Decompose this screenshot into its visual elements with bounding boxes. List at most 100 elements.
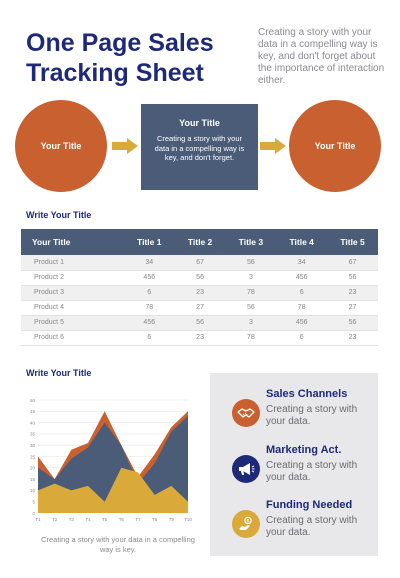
table-cell: 456 bbox=[123, 315, 175, 331]
column-header: Title 5 bbox=[327, 229, 378, 255]
center-box: Your Title Creating a story with your da… bbox=[141, 104, 258, 190]
intro-text: Creating a story with your data in a com… bbox=[258, 27, 385, 86]
table-cell: 56 bbox=[225, 300, 277, 316]
table-cell: 56 bbox=[174, 270, 226, 286]
x-tick-label: T8 bbox=[152, 517, 158, 522]
y-tick-label: 5 bbox=[32, 500, 35, 505]
x-tick-label: T2 bbox=[52, 517, 58, 522]
x-tick-label: T1 bbox=[35, 517, 41, 522]
y-tick-label: 10 bbox=[30, 488, 36, 493]
chart-caption: Creating a story with your data in a com… bbox=[41, 535, 195, 554]
x-tick-label: T5 bbox=[102, 517, 108, 522]
table-cell: 56 bbox=[225, 255, 277, 271]
table-row: Product 4 78 27 56 78 27 bbox=[21, 300, 378, 316]
x-tick-label: T7 bbox=[135, 517, 141, 522]
y-tick-label: 20 bbox=[30, 466, 36, 471]
table-cell: 78 bbox=[123, 300, 175, 316]
table-cell: 456 bbox=[276, 270, 328, 286]
table-cell: 27 bbox=[327, 300, 378, 316]
table-cell: 78 bbox=[225, 285, 277, 301]
table-cell: 56 bbox=[327, 270, 378, 286]
table-cell: 23 bbox=[327, 285, 378, 301]
table-cell: 34 bbox=[276, 255, 328, 271]
feature-text: Creating a story with your data. bbox=[266, 460, 358, 483]
table-cell: 23 bbox=[174, 285, 226, 301]
table-cell: 67 bbox=[174, 255, 226, 271]
svg-text:$: $ bbox=[246, 519, 249, 525]
handshake-icon bbox=[232, 399, 260, 427]
right-circle: Your Title bbox=[289, 100, 381, 192]
table-cell: 67 bbox=[327, 255, 378, 271]
sales-table: Your Title Title 1 Title 2 Title 3 Title… bbox=[21, 229, 378, 346]
table-row: Product 2 456 56 3 456 56 bbox=[21, 270, 378, 286]
table-cell: 3 bbox=[225, 315, 277, 331]
table-cell: Product 1 bbox=[21, 255, 124, 271]
table-row: Product 6 6 23 78 6 23 bbox=[21, 330, 378, 346]
table-cell: 56 bbox=[327, 315, 378, 331]
table-cell: 456 bbox=[276, 315, 328, 331]
table-cell: 3 bbox=[225, 270, 277, 286]
left-circle: Your Title bbox=[15, 100, 107, 192]
table-cell: Product 6 bbox=[21, 330, 124, 346]
feature-text: Creating a story with your data. bbox=[266, 404, 358, 427]
table-cell: 78 bbox=[225, 330, 277, 346]
area-chart-svg: 0 5 10 15 20 25 30 35 40 45 50 T1 T2 T3 T4 T5 T6 T7 T8 T9 T1… bbox=[30, 398, 192, 522]
table-cell: 78 bbox=[276, 300, 328, 316]
megaphone-icon bbox=[232, 455, 260, 483]
y-tick-label: 50 bbox=[30, 398, 36, 403]
right-circle-title: Your Title bbox=[314, 141, 356, 151]
y-tick-label: 35 bbox=[30, 432, 36, 437]
table-cell: 34 bbox=[123, 255, 175, 271]
table-cell: 56 bbox=[174, 315, 226, 331]
x-tick-label: T6 bbox=[119, 517, 125, 522]
column-header: Your Title bbox=[21, 229, 124, 255]
y-tick-label: 45 bbox=[30, 409, 36, 414]
funding-icon: $ bbox=[232, 510, 260, 538]
table-cell: Product 4 bbox=[21, 300, 124, 316]
x-tick-label: T4 bbox=[85, 517, 91, 522]
area-chart: 0 5 10 15 20 25 30 35 40 45 50 T1 T2 T3 T4 T5 T6 T7 T8 T9 T1… bbox=[26, 392, 198, 528]
table-cell: 6 bbox=[123, 285, 175, 301]
features-panel: Sales Channels Creating a story with you… bbox=[210, 373, 378, 556]
y-tick-label: 15 bbox=[30, 477, 36, 482]
table-cell: Product 3 bbox=[21, 285, 124, 301]
area-series-3 bbox=[38, 467, 188, 513]
x-tick-label: T3 bbox=[69, 517, 75, 522]
table-cell: 27 bbox=[174, 300, 226, 316]
table-section-title: Write Your Title bbox=[26, 210, 92, 220]
column-header: Title 1 bbox=[123, 229, 175, 255]
center-box-title: Your Title bbox=[179, 118, 220, 128]
feature-text: Creating a story with your data. bbox=[266, 515, 358, 538]
table-row: Product 5 456 56 3 456 56 bbox=[21, 315, 378, 331]
table-header-row: Your Title Title 1 Title 2 Title 3 Title… bbox=[21, 229, 378, 255]
table-row: Product 3 6 23 78 6 23 bbox=[21, 285, 378, 301]
column-header: Title 4 bbox=[276, 229, 328, 255]
table-cell: 23 bbox=[174, 330, 226, 346]
x-tick-label: T9 bbox=[169, 517, 175, 522]
table-cell: 23 bbox=[327, 330, 378, 346]
page-title: One Page Sales Tracking Sheet bbox=[26, 29, 214, 87]
y-tick-label: 40 bbox=[30, 420, 36, 425]
column-header: Title 3 bbox=[225, 229, 277, 255]
left-circle-title: Your Title bbox=[40, 141, 82, 151]
feature-title: Funding Needed bbox=[266, 499, 353, 511]
y-tick-label: 30 bbox=[30, 443, 36, 448]
table-row: Product 1 34 67 56 34 67 bbox=[21, 255, 378, 271]
center-box-text: Creating a story with your data in a com… bbox=[154, 134, 245, 162]
arrow-right-icon bbox=[260, 138, 286, 154]
x-tick-label: T10 bbox=[184, 517, 192, 522]
y-tick-label: 0 bbox=[32, 511, 35, 516]
table-cell: Product 5 bbox=[21, 315, 124, 331]
table-cell: 6 bbox=[276, 285, 328, 301]
column-header: Title 2 bbox=[174, 229, 226, 255]
arrow-right-icon bbox=[112, 138, 138, 154]
chart-section-title: Write Your Title bbox=[26, 368, 92, 378]
area-series-2 bbox=[38, 415, 188, 513]
feature-title: Sales Channels bbox=[266, 388, 348, 400]
table-cell: 6 bbox=[123, 330, 175, 346]
table-cell: Product 2 bbox=[21, 270, 124, 286]
y-tick-label: 25 bbox=[30, 454, 36, 459]
table-cell: 6 bbox=[276, 330, 328, 346]
table-cell: 456 bbox=[123, 270, 175, 286]
feature-title: Marketing Act. bbox=[266, 444, 342, 456]
